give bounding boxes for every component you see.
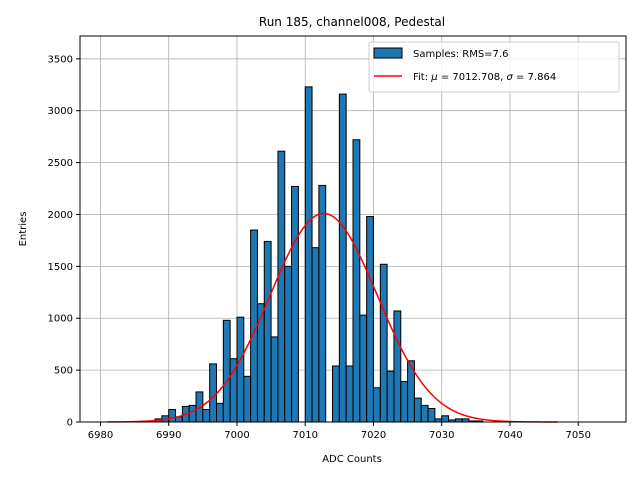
legend-mu-value: = 7012.708, — [438, 72, 507, 83]
legend: Samples: RMS=7.6 Fit: μ = 7012.708, σ = … — [368, 41, 620, 93]
histogram-bar — [168, 409, 177, 423]
histogram-bar — [420, 404, 429, 423]
legend-samples-swatch — [373, 47, 403, 59]
y-tick-label: 1500 — [48, 262, 73, 273]
legend-box — [368, 41, 620, 93]
x-tick-label: 7000 — [224, 430, 249, 441]
histogram-bar — [291, 185, 299, 423]
x-tick-label: 7010 — [292, 430, 317, 441]
histogram-bar — [216, 402, 224, 423]
histogram-bar — [188, 404, 197, 423]
histogram-bar — [427, 408, 436, 423]
y-tick-label: 500 — [54, 366, 73, 377]
chart-title: Run 185, channel008, Pedestal — [259, 15, 445, 29]
histogram-bar — [209, 363, 218, 423]
histogram-bars — [154, 86, 484, 423]
histogram-bar — [366, 216, 374, 423]
fit-curve — [107, 212, 558, 423]
histogram-bar — [270, 336, 279, 423]
legend-fit-label: Fit: μ = 7012.708, σ = 7.864 — [413, 72, 556, 83]
plot-frame — [79, 35, 627, 423]
y-tick-label: 2500 — [48, 158, 73, 169]
histogram-bar — [236, 316, 245, 423]
legend-mu-symbol: μ — [430, 72, 437, 83]
histogram-bar — [311, 247, 320, 423]
y-axis: 0 500 1000 1500 2000 2500 3000 3500 — [48, 54, 80, 429]
histogram-bar — [243, 375, 252, 423]
x-axis-label: ADC Counts — [322, 454, 382, 465]
histogram-bar — [386, 370, 395, 423]
y-tick-label: 0 — [67, 418, 73, 429]
y-tick-label: 3500 — [48, 54, 73, 65]
histogram-bar — [284, 265, 293, 423]
y-tick-label: 2000 — [48, 210, 73, 221]
y-tick-label: 3000 — [48, 106, 73, 117]
histogram-bar — [222, 319, 231, 423]
histogram-bar — [277, 150, 286, 423]
histogram-bar — [332, 365, 340, 423]
x-axis: 6980 6990 7000 7010 7020 7030 7040 7050 — [88, 422, 591, 441]
histogram-bar — [304, 86, 313, 423]
histogram-bar — [318, 184, 327, 423]
x-tick-label: 7040 — [497, 430, 522, 441]
y-axis-label: Entries — [18, 212, 29, 247]
histogram-bar — [263, 240, 272, 423]
histogram-bar — [345, 365, 354, 423]
x-tick-label: 6990 — [156, 430, 181, 441]
histogram-bar — [359, 314, 368, 423]
legend-samples-label: Samples: RMS=7.6 — [413, 49, 508, 60]
y-tick-label: 1000 — [48, 314, 73, 325]
histogram-bar — [441, 415, 450, 423]
legend-fit-prefix: Fit: — [413, 72, 431, 83]
histogram-bar — [413, 397, 422, 423]
histogram-bar — [202, 409, 211, 423]
histogram-bar — [372, 387, 381, 423]
legend-sigma-symbol: σ — [506, 72, 513, 83]
histogram-bar — [393, 310, 402, 423]
x-tick-label: 7020 — [361, 430, 386, 441]
histogram-bar — [379, 263, 388, 423]
histogram-bar — [352, 139, 361, 423]
histogram-bar — [400, 381, 409, 423]
histogram-bar — [338, 93, 347, 423]
x-tick-label: 6980 — [88, 430, 113, 441]
x-tick-label: 7030 — [429, 430, 454, 441]
x-tick-label: 7050 — [565, 430, 590, 441]
legend-sigma-value: = 7.864 — [513, 72, 556, 83]
